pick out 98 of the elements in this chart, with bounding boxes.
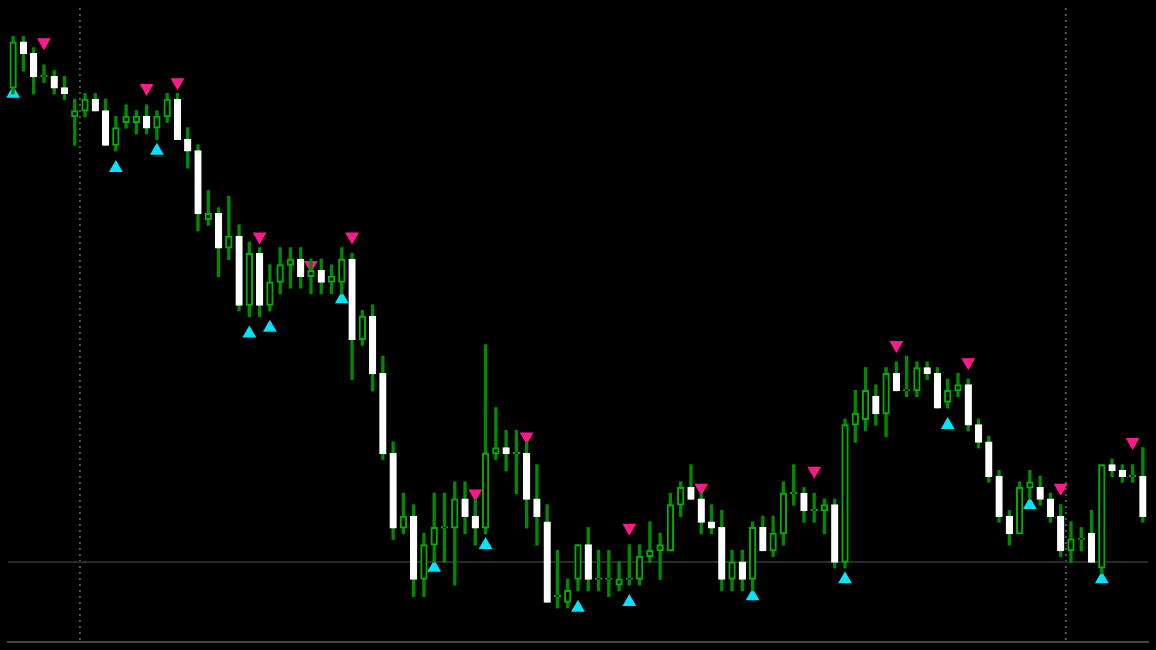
candlestick xyxy=(379,355,387,460)
candlestick xyxy=(81,93,89,118)
candlestick xyxy=(995,469,1003,523)
candlestick xyxy=(687,464,695,500)
candlestick xyxy=(317,258,325,295)
candlestick xyxy=(40,64,48,83)
candlestick xyxy=(327,264,336,295)
candlestick xyxy=(985,435,993,483)
candlestick xyxy=(728,549,736,592)
candlestick xyxy=(60,75,69,101)
candlestick xyxy=(831,498,839,569)
point xyxy=(139,83,154,96)
candlestick xyxy=(1128,464,1137,483)
point xyxy=(478,536,493,549)
candlestick xyxy=(266,264,274,312)
candlestick xyxy=(923,361,931,380)
candlestick xyxy=(358,310,366,346)
candlestick xyxy=(615,561,623,592)
candlestick xyxy=(255,247,264,318)
point xyxy=(170,78,185,91)
candlestick xyxy=(173,93,182,141)
point xyxy=(1094,571,1109,584)
candlestick xyxy=(122,104,130,129)
candlestick xyxy=(235,224,243,312)
point xyxy=(242,325,257,338)
candlestick xyxy=(1087,509,1096,563)
candlestick xyxy=(646,521,654,563)
point xyxy=(1125,438,1140,451)
candlestick xyxy=(420,532,428,597)
point xyxy=(37,38,51,51)
candlestick xyxy=(564,578,572,609)
point xyxy=(694,483,709,496)
candlestick xyxy=(204,190,212,226)
candlestick xyxy=(132,110,141,135)
candlestick xyxy=(286,247,295,289)
candlestick xyxy=(841,418,849,569)
candlestick xyxy=(512,430,521,495)
candlestick xyxy=(543,504,551,603)
candlestick xyxy=(1118,464,1126,483)
candlestick xyxy=(276,247,284,295)
candlestick xyxy=(71,98,79,146)
candlestick xyxy=(368,304,377,392)
point xyxy=(807,466,822,479)
candlestick xyxy=(584,527,592,592)
candlestick xyxy=(779,481,788,546)
candlestick xyxy=(964,378,972,432)
point xyxy=(889,340,904,353)
candlestick xyxy=(214,207,223,278)
candlestick xyxy=(245,241,254,318)
candlestick xyxy=(1139,447,1147,523)
candlestick xyxy=(30,47,38,95)
point xyxy=(345,232,359,245)
candlestick xyxy=(1015,481,1024,535)
candlestick xyxy=(153,110,161,141)
candlestick xyxy=(1108,458,1116,478)
candlestick xyxy=(666,492,675,552)
candlestick xyxy=(718,509,726,592)
candlestick xyxy=(101,98,110,146)
candlestick xyxy=(112,115,120,152)
candlestick xyxy=(820,498,829,535)
candlestick xyxy=(492,407,500,460)
candlestick xyxy=(707,504,716,535)
candlestick xyxy=(348,252,356,380)
candlestick xyxy=(553,549,562,609)
candlestick xyxy=(533,464,541,546)
point xyxy=(838,571,852,584)
point xyxy=(252,232,267,245)
candlestick xyxy=(800,487,808,523)
point xyxy=(622,523,637,536)
candlestick xyxy=(225,195,233,260)
candlestick xyxy=(677,481,685,517)
candlestick xyxy=(656,532,664,580)
candlestick xyxy=(861,367,870,432)
candlestick xyxy=(882,367,890,438)
candlestick xyxy=(389,441,397,540)
candlestick xyxy=(759,515,767,552)
candlestick xyxy=(50,70,58,95)
candlestick xyxy=(461,481,469,535)
candlestick xyxy=(974,418,983,449)
candlestick xyxy=(954,372,962,398)
candlestick xyxy=(1036,475,1044,506)
candlestick xyxy=(790,464,798,506)
candlestick xyxy=(944,378,952,409)
point xyxy=(1053,483,1068,496)
candlestick xyxy=(913,361,921,398)
point xyxy=(571,599,585,612)
point xyxy=(622,594,637,607)
candlestick xyxy=(769,515,777,557)
point xyxy=(427,559,442,572)
candlestick xyxy=(574,544,582,592)
candlestick xyxy=(1067,521,1075,563)
candlestick xyxy=(851,390,859,443)
point xyxy=(940,416,955,429)
point xyxy=(961,358,976,371)
point xyxy=(334,291,349,304)
candlestick xyxy=(502,430,510,472)
candlestick xyxy=(410,504,418,597)
candlestick xyxy=(194,144,202,232)
